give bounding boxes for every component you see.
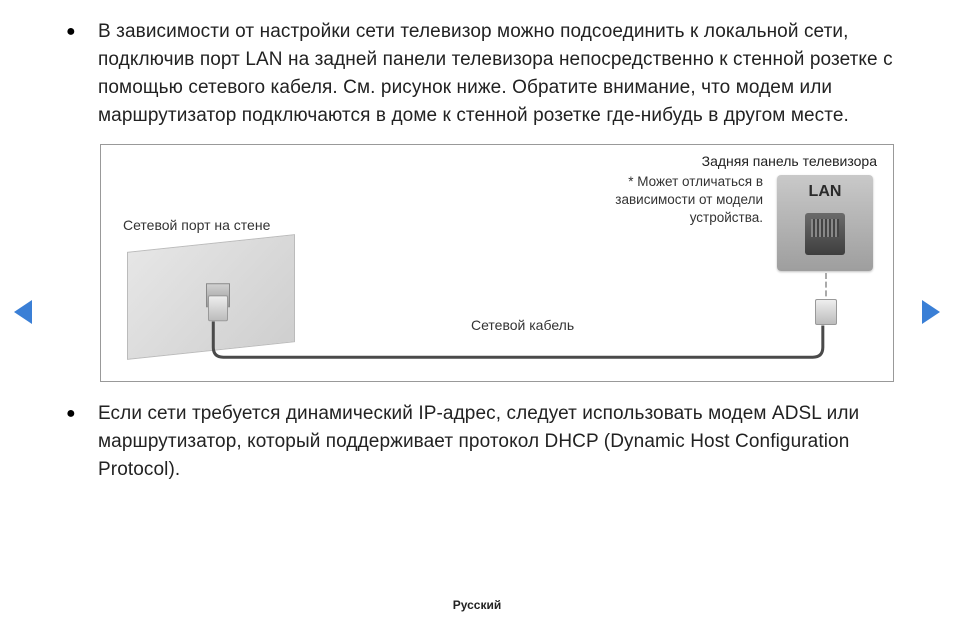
bullet-text: Если сети требуется динамический IP-адре… (98, 400, 894, 484)
bullet-item-1: ● В зависимости от настройки сети телеви… (60, 18, 894, 130)
lan-panel-icon: LAN (777, 175, 873, 271)
connection-diagram: Задняя панель телевизора * Может отличат… (100, 144, 894, 382)
cable-plug-icon (815, 299, 837, 325)
wall-plate-icon (127, 234, 295, 360)
bullet-marker: ● (60, 400, 98, 484)
bullet-text: В зависимости от настройки сети телевизо… (98, 18, 894, 130)
lan-label: LAN (777, 183, 873, 201)
bullet-marker: ● (60, 18, 98, 130)
footer-language: Русский (0, 598, 954, 612)
manual-page: ● В зависимости от настройки сети телеви… (0, 0, 954, 624)
wall-plug-icon (208, 295, 228, 321)
bullet-item-2: ● Если сети требуется динамический IP-ад… (60, 400, 894, 484)
device-note: * Может отличаться в зависимости от моде… (583, 173, 763, 227)
tv-panel-caption: Задняя панель телевизора (702, 153, 877, 169)
lan-port-icon (805, 213, 845, 255)
cable-caption: Сетевой кабель (471, 317, 574, 333)
wall-port-caption: Сетевой порт на стене (123, 217, 270, 233)
